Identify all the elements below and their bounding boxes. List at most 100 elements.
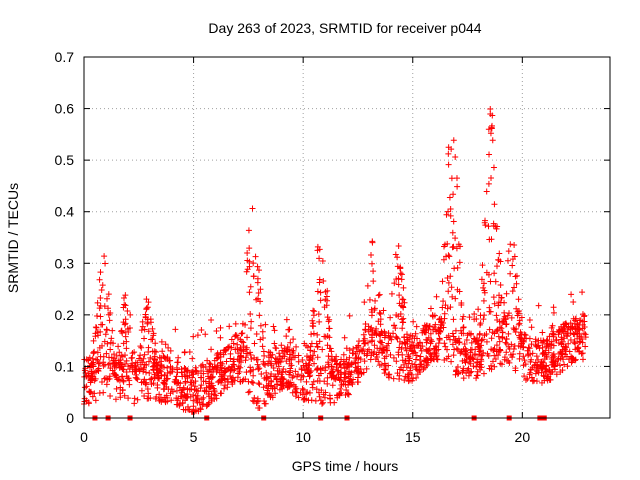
- data-point: [442, 302, 449, 309]
- data-point: [116, 349, 123, 356]
- y-axis-ticks: 0 0.1 0.2 0.3 0.4 0.5 0.6 0.7: [55, 49, 610, 426]
- data-point: [412, 330, 419, 337]
- data-point: [325, 318, 332, 325]
- data-point: [449, 330, 456, 337]
- data-point: [164, 356, 171, 363]
- data-point: [98, 379, 105, 386]
- data-point: [221, 369, 228, 376]
- data-point: [115, 343, 122, 350]
- data-point: [533, 378, 540, 385]
- data-point: [124, 307, 131, 314]
- data-point: [523, 335, 530, 342]
- data-point: [445, 161, 452, 168]
- data-point: [280, 376, 287, 383]
- data-point: [354, 378, 361, 385]
- data-point: [451, 265, 458, 272]
- data-point: [485, 223, 492, 230]
- data-point: [377, 310, 384, 317]
- data-point: [133, 371, 140, 378]
- data-point: [345, 373, 352, 380]
- data-point: [217, 334, 224, 341]
- data-point: [259, 328, 266, 335]
- data-point: [343, 386, 350, 393]
- data-point: [398, 316, 405, 323]
- data-point: [346, 354, 353, 361]
- data-point: [100, 389, 107, 396]
- data-point: [258, 370, 265, 377]
- data-point: [141, 361, 148, 368]
- data-point: [404, 334, 411, 341]
- data-point: [127, 311, 134, 318]
- y-tick-label: 0.7: [55, 49, 75, 65]
- data-point: [445, 144, 452, 151]
- data-point: [149, 348, 156, 355]
- data-point: [399, 325, 406, 332]
- data-point: [192, 364, 199, 371]
- data-point: [391, 280, 398, 287]
- data-point: [340, 361, 347, 368]
- data-point: [345, 391, 352, 398]
- data-point: [197, 385, 204, 392]
- data-point: [366, 346, 373, 353]
- data-point: [91, 348, 98, 355]
- data-point: [495, 333, 502, 340]
- data-point: [470, 363, 477, 370]
- data-point: [260, 384, 267, 391]
- data-point: [459, 358, 466, 365]
- data-point: [400, 361, 407, 368]
- data-point: [428, 353, 435, 360]
- data-point: [403, 347, 410, 354]
- data-point: [368, 251, 375, 258]
- data-point: [478, 276, 485, 283]
- data-point: [314, 288, 321, 295]
- data-point: [349, 381, 356, 388]
- data-point: [454, 364, 461, 371]
- data-point: [148, 319, 155, 326]
- data-point: [310, 378, 317, 385]
- data-point: [487, 106, 494, 113]
- data-point: [204, 401, 211, 408]
- data-point: [324, 380, 331, 387]
- data-point: [485, 180, 492, 187]
- data-point: [316, 338, 323, 345]
- data-point: [145, 358, 152, 365]
- data-point: [309, 355, 316, 362]
- data-point: [221, 385, 228, 392]
- data-point: [451, 346, 458, 353]
- data-point: [123, 338, 130, 345]
- data-point: [252, 253, 259, 260]
- data-point: [450, 243, 457, 250]
- data-point: [576, 327, 583, 334]
- data-point: [351, 368, 358, 375]
- data-point: [264, 387, 271, 394]
- data-point: [321, 378, 328, 385]
- data-point: [382, 332, 389, 339]
- data-point: [175, 395, 182, 402]
- data-point: [300, 362, 307, 369]
- data-point: [454, 264, 461, 271]
- data-point: [477, 361, 484, 368]
- data-point: [308, 331, 315, 338]
- data-point: [350, 376, 357, 383]
- data-point: [326, 345, 333, 352]
- plot-frame: [83, 56, 611, 419]
- data-point: [360, 346, 367, 353]
- data-point: [272, 390, 279, 397]
- data-point: [198, 396, 205, 403]
- data-point: [418, 361, 425, 368]
- data-point: [446, 194, 453, 201]
- data-point: [131, 349, 138, 356]
- data-point: [561, 335, 568, 342]
- data-point: [201, 388, 208, 395]
- data-point: [304, 368, 311, 375]
- data-point: [542, 369, 549, 376]
- data-point: [95, 365, 102, 372]
- data-point: [143, 296, 150, 303]
- data-point: [463, 336, 470, 343]
- data-point: [105, 361, 112, 368]
- data-point: [436, 335, 443, 342]
- data-point: [268, 392, 275, 399]
- data-point: [94, 299, 101, 306]
- data-point: [445, 150, 452, 157]
- data-point: [322, 364, 329, 371]
